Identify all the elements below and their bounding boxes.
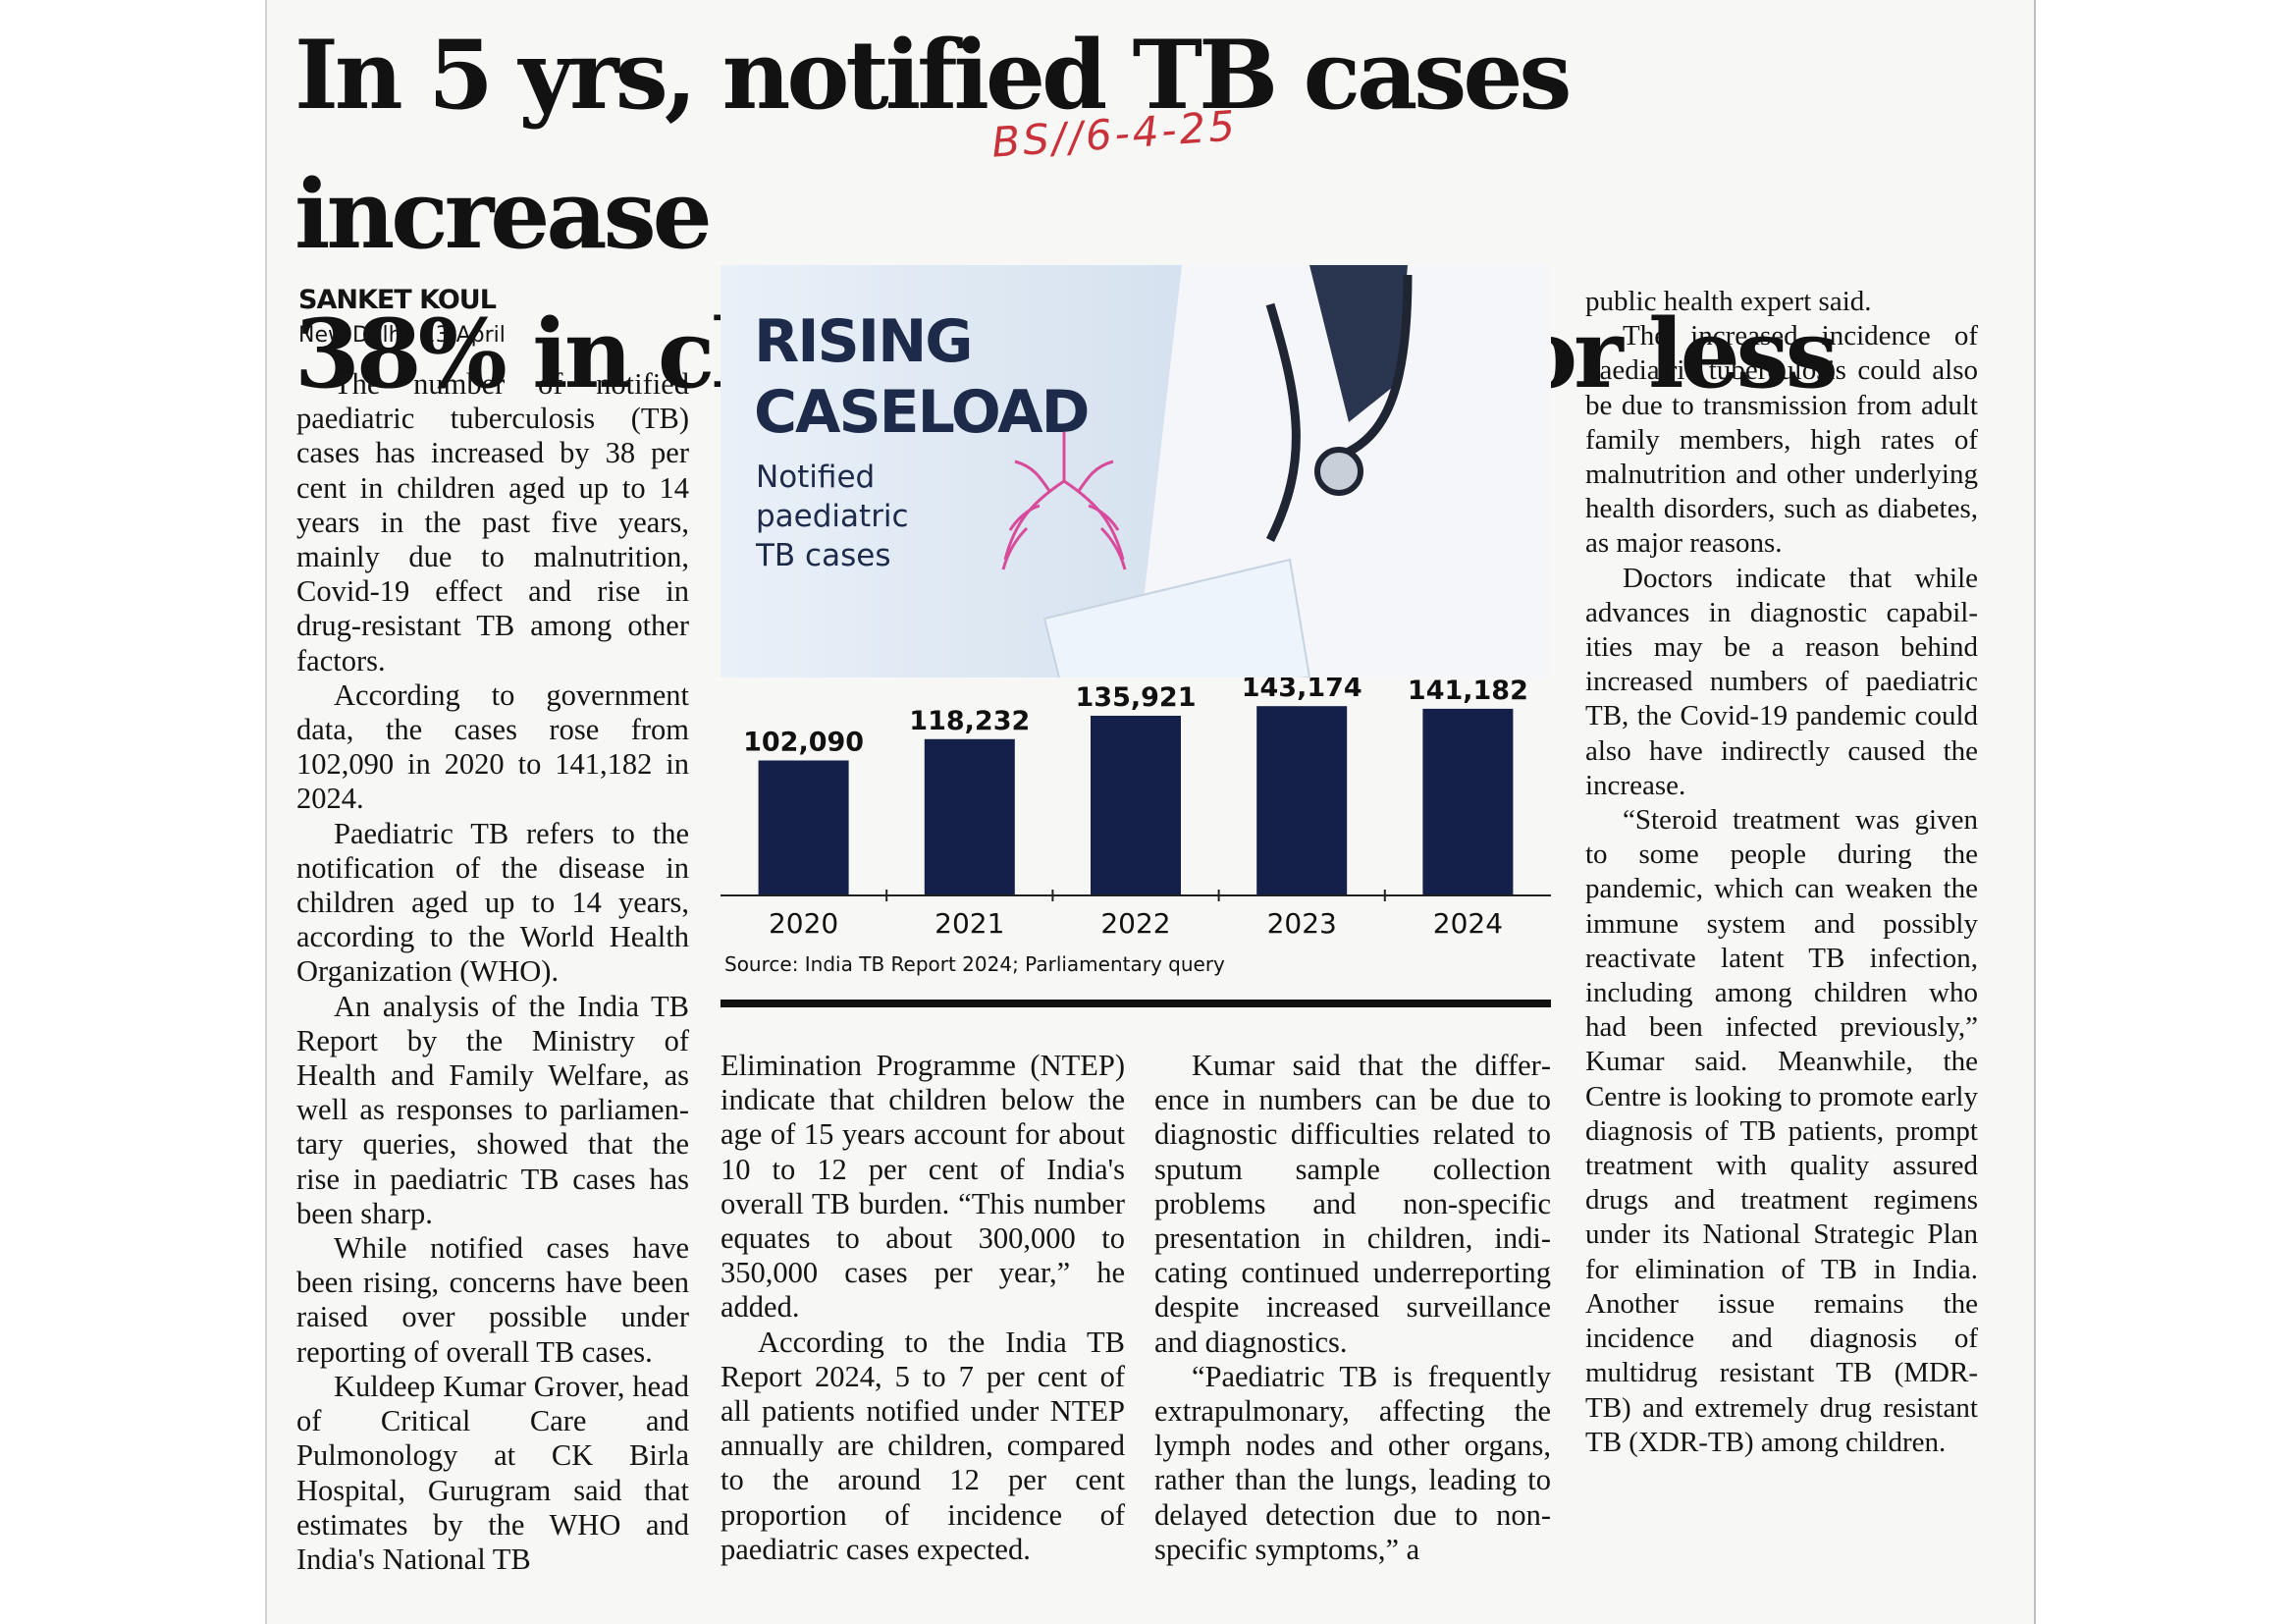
graphic-subtitle-line-2: paediatric (756, 499, 909, 534)
chart-source: Source: India TB Report 2024; Parliament… (724, 952, 1225, 976)
dateline: New Delhi, 13 April (298, 323, 506, 348)
article-paragraph: Kuldeep Kumar Grover, head of Critical C… (296, 1369, 689, 1576)
chart-bar (1422, 708, 1514, 895)
data-label: 135,921 (1076, 682, 1197, 713)
x-tick-label: 2022 (1100, 907, 1170, 940)
article-paragraph: According to the India TB Report 2024, 5… (721, 1325, 1125, 1566)
data-label: 141,182 (1408, 677, 1528, 706)
article-paragraph: public health expert said. (1585, 286, 1872, 317)
x-tick-label: 2020 (769, 907, 838, 940)
data-label: 143,174 (1242, 677, 1362, 703)
graphic-title-line-2: CASELOAD (754, 378, 1090, 447)
chart-bar (758, 760, 849, 895)
article-paragraph: “Paediatric TB is frequently extrapulmon… (1154, 1359, 1551, 1566)
article-paragraph: According to government data, the cases … (296, 677, 689, 816)
article-paragraph: The increased incidence of paediatric tu… (1585, 320, 1978, 560)
x-tick-label: 2024 (1433, 907, 1503, 940)
graphic-subtitle: Notified paediatric TB cases (756, 458, 909, 575)
graphic-title-line-1: RISING (754, 307, 974, 376)
headline-line-1: In 5 yrs, notified TB cases increase (294, 20, 1572, 270)
graphic-subtitle-line-3: TB cases (756, 538, 891, 573)
article-paragraph: While notified cases have been rising, c… (296, 1231, 689, 1369)
article-paragraph: An analysis of the India TB Report by th… (296, 989, 689, 1230)
article-column-4: public health expert said. The increased … (1585, 285, 1978, 1460)
x-tick-label: 2023 (1267, 907, 1337, 940)
graphic-subtitle-line-1: Notified (756, 460, 876, 495)
doctor-illustration (721, 265, 1551, 697)
article-paragraph: Elimination Programme (NTEP) indicate th… (721, 1049, 1125, 1325)
data-label: 102,090 (743, 728, 864, 758)
x-tick-label: 2021 (934, 907, 1004, 940)
article-column-1: The number of notified paedi­atric tuber… (296, 367, 689, 1577)
article-paragraph: Paediatric TB refers to the notification… (296, 816, 689, 989)
bar-chart: 102,090 2020 118,232 2021 135,921 2022 143,174… (721, 677, 1551, 972)
graphic-title: RISING CASELOAD (754, 306, 1090, 448)
byline: SANKET KOUL New Delhi, 13 April (298, 285, 506, 348)
chart-bar (924, 738, 1015, 895)
article-paragraph: The number of notified paedi­atric tuber… (296, 367, 689, 677)
article-paragraph: Kumar said that the differ­ence in numbe… (1154, 1049, 1551, 1359)
section-rule (721, 1000, 1551, 1007)
article-paragraph: Doctors indicate that while advances in … (1585, 562, 1978, 801)
author-name: SANKET KOUL (298, 285, 497, 315)
data-label: 118,232 (909, 706, 1030, 736)
infographic: RISING CASELOAD Notified paediatric TB c… (721, 265, 1551, 1011)
article-column-2: Elimination Programme (NTEP) indicate th… (721, 1049, 1125, 1567)
chart-bar (1091, 715, 1181, 895)
chart-bar (1256, 706, 1348, 895)
article-paragraph: “Steroid treatment was given to some peo… (1585, 804, 1978, 1458)
article-column-3: Kumar said that the differ­ence in numbe… (1154, 1049, 1551, 1567)
